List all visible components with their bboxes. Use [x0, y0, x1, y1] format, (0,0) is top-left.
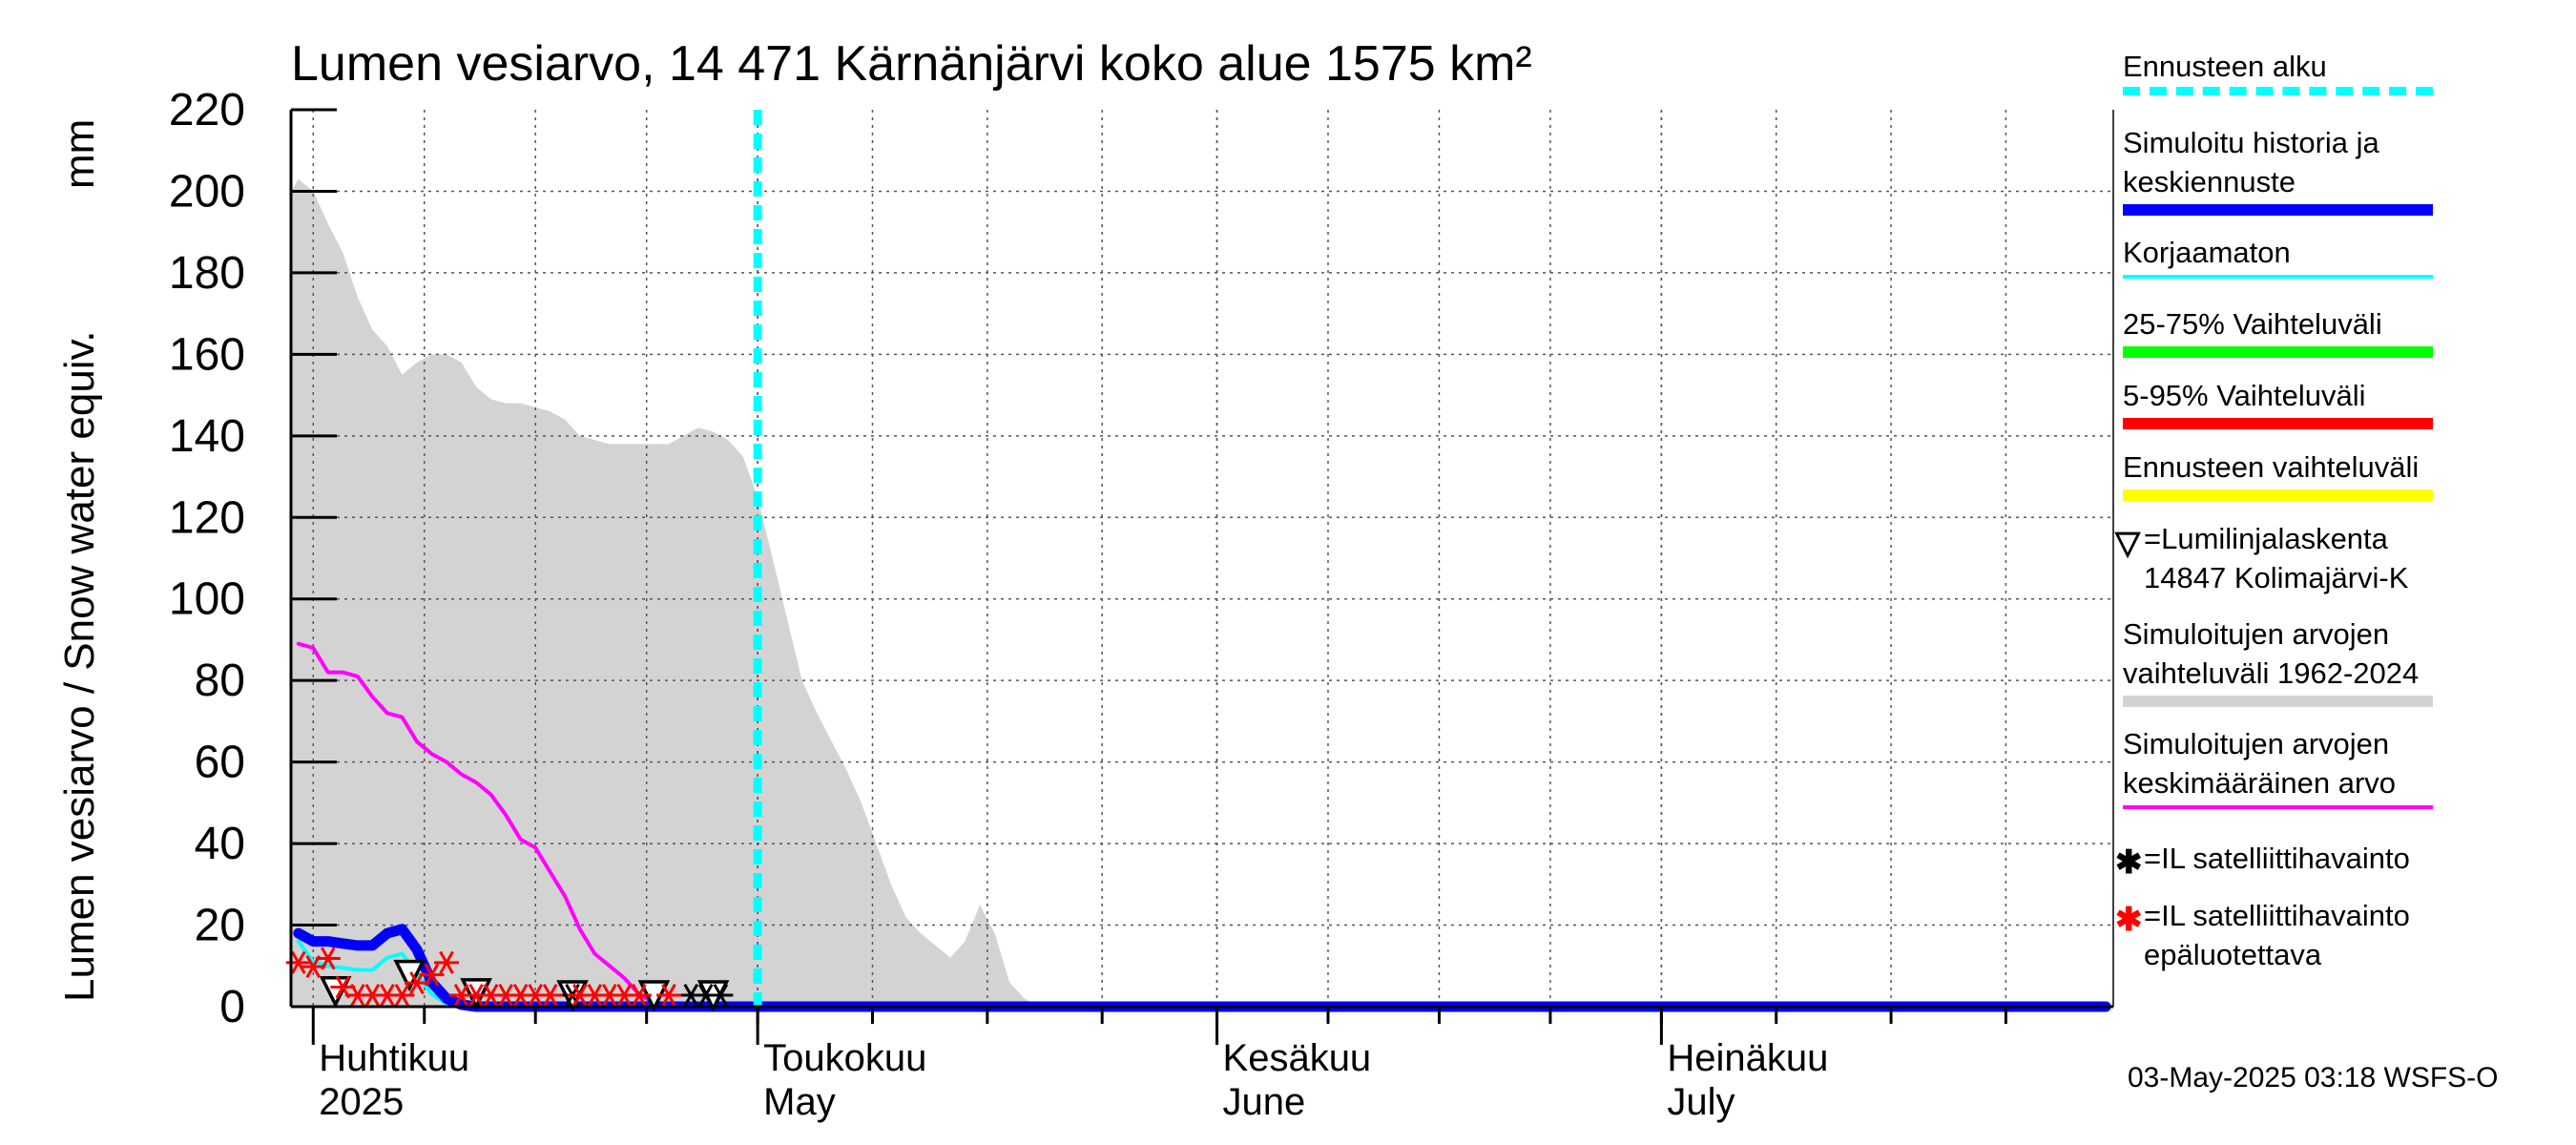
marker-star-1	[708, 983, 734, 1008]
marker-star-2-stroke	[335, 975, 351, 999]
legend-swatch-sim_history	[2123, 204, 2433, 216]
y-axis-unit: mm	[56, 119, 103, 189]
marker-star-1-stroke	[683, 983, 699, 1008]
legend-label: 5-95% Vaihteluväli	[2123, 379, 2366, 412]
legend-item-sat_obs: =IL satelliittihavainto ✱	[2115, 840, 2562, 881]
legend-item-sim_history: Simuloitu historia ja keskiennuste	[2123, 124, 2562, 216]
marker-star-2-stroke	[632, 983, 647, 1008]
marker-star-2-stroke	[380, 983, 395, 1008]
marker-star-2-stroke	[290, 950, 306, 974]
legend-label: Simuloitujen arvojen vaihteluväli 1962-20…	[2123, 617, 2420, 690]
marker-star-2	[389, 983, 415, 1008]
x-month-label: Huhtikuu	[319, 1037, 469, 1079]
legend-label: =IL satelliittihavainto epäluotettava	[2144, 899, 2410, 971]
legend-swatch-forecast_start	[2123, 87, 2433, 95]
marker-star-2-stroke	[483, 983, 499, 1008]
y-tick-label-20: 20	[195, 901, 245, 951]
marker-star-2-stroke	[512, 983, 529, 1008]
legend-label: =Lumilinjalaskenta 14847 Kolimajärvi-K	[2144, 522, 2409, 594]
marker-star-2-stroke	[616, 983, 633, 1008]
x-month-sublabel: July	[1667, 1081, 1735, 1123]
marker-star-2-stroke	[528, 983, 544, 1008]
legend-label: Korjaamaton	[2123, 236, 2291, 269]
y-tick-label-60: 60	[195, 738, 245, 788]
legend-label: Ennusteen vaihteluväli	[2123, 450, 2420, 484]
legend-item-sat_obs_unreliable: =IL satelliittihavainto epäluotettava ✱	[2115, 897, 2562, 975]
marker-star-2-stroke	[424, 963, 440, 987]
legend-swatch-range_25_75	[2123, 346, 2433, 358]
marker-triangle	[393, 959, 426, 992]
legend-item-forecast_start: Ennusteen alku	[2123, 48, 2562, 95]
marker-star-2-stroke	[321, 947, 336, 970]
marker-star-2	[537, 983, 563, 1008]
legend-swatch-sim_mean	[2123, 805, 2433, 809]
y-tick-label-0: 0	[219, 982, 245, 1032]
legend-star-icon: ✱	[2115, 902, 2143, 938]
x-month-sublabel: 2025	[319, 1081, 404, 1123]
legend-item-sim_mean: Simuloitujen arvojen keskimääräinen arvo	[2123, 725, 2562, 809]
legend-star-icon: ✱	[2115, 844, 2143, 881]
marker-layer	[285, 947, 734, 1012]
marker-star-2	[626, 983, 652, 1008]
y-tick-label-200: 200	[169, 166, 245, 217]
series-band-simulated-range	[291, 178, 1054, 1008]
legend-item-forecast_range: Ennusteen vaihteluväli	[2123, 448, 2562, 501]
marker-star-2-stroke	[661, 983, 676, 1008]
x-month-sublabel: June	[1223, 1081, 1306, 1123]
marker-star-2	[419, 963, 445, 987]
marker-star-2-stroke	[602, 983, 617, 1008]
legend-label: Ennusteen alku	[2123, 50, 2327, 83]
legend-item-sim_range: Simuloitujen arvojen vaihteluväli 1962-20…	[2123, 615, 2562, 707]
y-axis-label: Lumen vesiarvo / Snow water equiv.	[56, 330, 103, 1002]
marker-star-1-stroke	[713, 983, 729, 1008]
marker-star-2-stroke	[468, 983, 484, 1008]
marker-star-2	[434, 950, 460, 974]
legend-label: Simuloitu historia ja keskiennuste	[2123, 126, 2379, 198]
y-tick-label-220: 220	[169, 85, 245, 135]
legend-label: =IL satelliittihavainto	[2144, 842, 2410, 875]
legend-triangle-icon: ▽	[2115, 525, 2141, 561]
marker-star-1-stroke	[697, 983, 714, 1008]
marker-star-2-stroke	[439, 950, 454, 974]
legend-swatch-range_5_95	[2123, 418, 2433, 429]
legend-item-range_25_75: 25-75% Vaihteluväli	[2123, 305, 2562, 358]
marker-star-2-stroke	[542, 983, 558, 1008]
y-tick-label-120: 120	[169, 492, 245, 543]
grid-layer	[291, 110, 2113, 1007]
legend-swatch-forecast_range	[2123, 489, 2433, 501]
marker-star-2-stroke	[350, 983, 365, 1008]
marker-star-2	[315, 947, 341, 970]
axis-layer: 0 20 40 60 80 100 120 140 160 180 200 220 Huhtikuu20…	[169, 85, 2114, 1123]
x-month-sublabel: May	[763, 1081, 836, 1123]
marker-star-2-stroke	[453, 983, 469, 1008]
marker-star-2-stroke	[364, 983, 381, 1008]
y-tick-label-160: 160	[169, 329, 245, 380]
y-tick-label-80: 80	[195, 656, 245, 706]
marker-star-2-stroke	[572, 983, 588, 1008]
x-month-label: Toukokuu	[763, 1037, 926, 1079]
band-layer	[291, 110, 2113, 1008]
marker-star-2-stroke	[587, 983, 603, 1008]
y-tick-label-100: 100	[169, 574, 245, 625]
x-month-label: Heinäkuu	[1667, 1037, 1828, 1079]
x-month-label: Kesäkuu	[1223, 1037, 1372, 1079]
legend-item-range_5_95: 5-95% Vaihteluväli	[2123, 377, 2562, 429]
legend-swatch-sim_range	[2123, 696, 2433, 707]
y-tick-label-180: 180	[169, 248, 245, 299]
legend-label: Simuloitujen arvojen keskimääräinen arvo	[2123, 727, 2397, 800]
marker-star-2	[655, 983, 681, 1008]
y-tick-label-40: 40	[195, 819, 245, 869]
legend-swatch-uncorrected	[2123, 275, 2433, 279]
legend-item-uncorrected: Korjaamaton	[2123, 234, 2562, 279]
marker-star-2-stroke	[498, 983, 513, 1008]
chart-title: Lumen vesiarvo, 14 471 Kärnänjärvi koko …	[291, 36, 1532, 92]
legend-item-snow_line: =Lumilinjalaskenta 14847 Kolimajärvi-K ▽	[2115, 520, 2562, 598]
legend-label: 25-75% Vaihteluväli	[2123, 307, 2382, 341]
marker-star-2-stroke	[394, 983, 410, 1008]
footer-timestamp: 03-May-2025 03:18 WSFS-O	[2128, 1062, 2499, 1093]
y-tick-label-140: 140	[169, 411, 245, 462]
